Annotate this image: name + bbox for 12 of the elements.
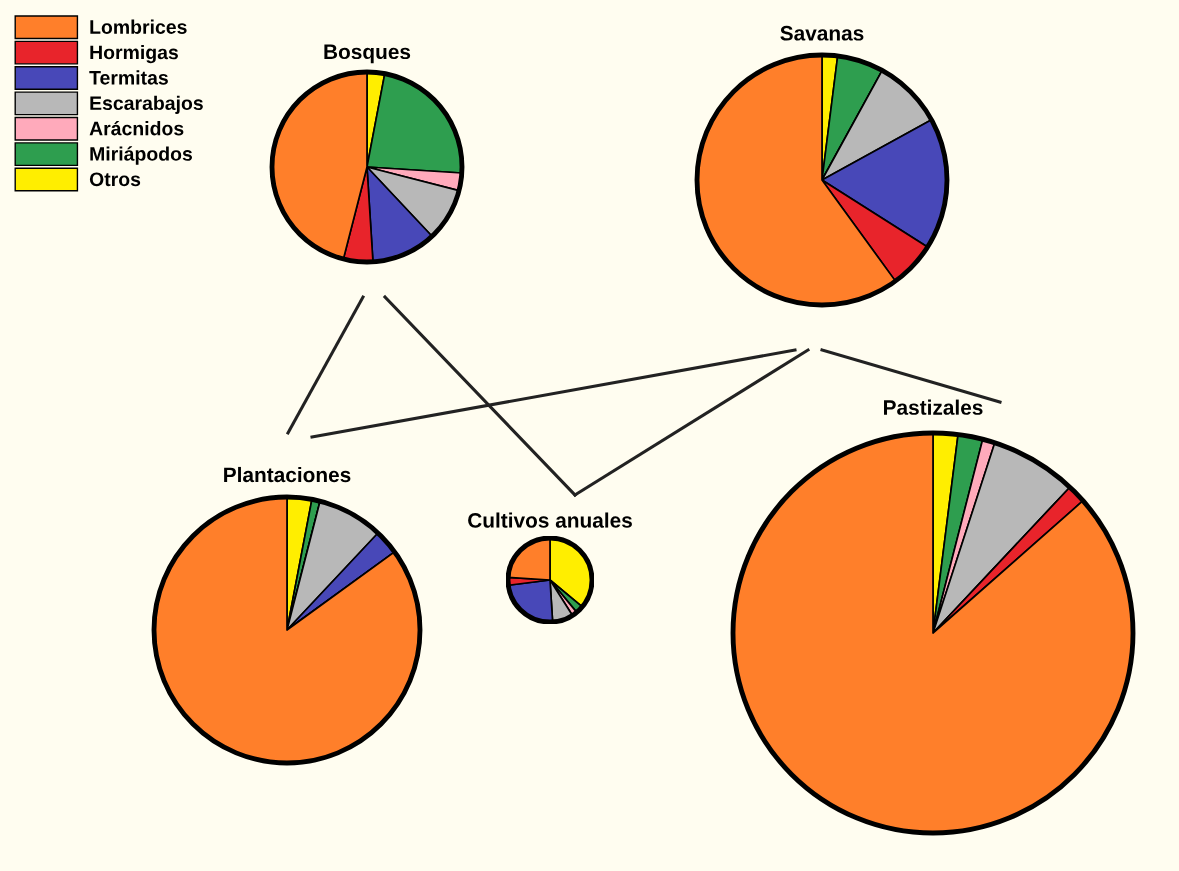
text: Bosques [324, 44, 411, 64]
chart-title: Cultivos anuales [468, 512, 632, 528]
legend-label: Lombrices [90, 19, 187, 34]
legend-label: Arácnidos [89, 120, 184, 136]
legend-label: Escarabajos [90, 95, 203, 114]
legend-label: Otros [89, 172, 141, 187]
chart-title: Plantaciones [224, 466, 351, 483]
legend-label: Hormigas [90, 45, 178, 64]
chart-title: Pastizales [884, 399, 983, 415]
legend-label: Miriápodos [90, 146, 192, 165]
legend-label: Termitas [89, 70, 168, 85]
chart-title: Savanas [780, 25, 864, 41]
